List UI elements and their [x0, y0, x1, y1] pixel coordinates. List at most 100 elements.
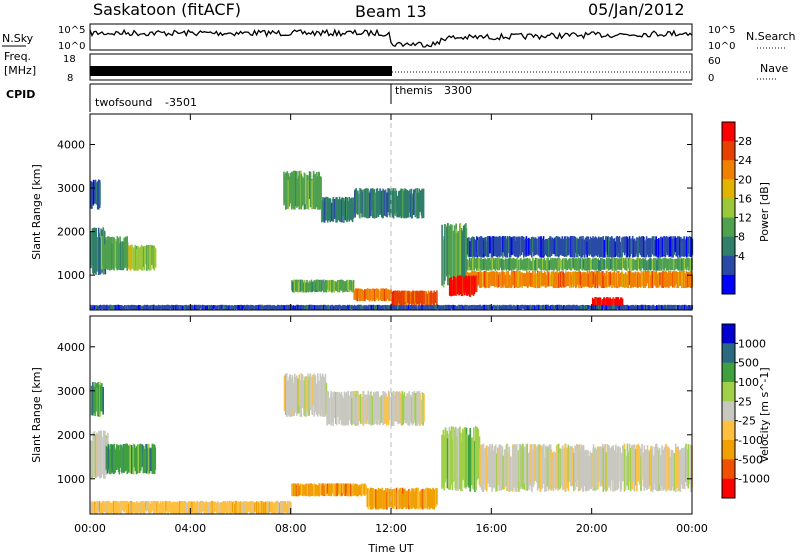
scatter-cell — [650, 445, 652, 492]
scatter-cell — [148, 448, 151, 474]
scatter-cell — [650, 275, 652, 288]
scatter-cell — [341, 279, 343, 291]
scatter-cell — [554, 257, 557, 269]
scatter-cell — [683, 236, 685, 257]
scatter-cell — [503, 272, 505, 285]
scatter-cell — [248, 305, 250, 310]
scatter-cell — [93, 305, 96, 309]
scatter-cell — [482, 271, 485, 286]
scatter-cell — [102, 500, 105, 513]
scatter-cell — [432, 292, 434, 306]
scatter-cell — [539, 445, 542, 492]
scatter-cell — [624, 272, 627, 287]
scatter-cell — [625, 236, 628, 258]
colorbar-tick-label: 20 — [738, 173, 752, 186]
scatter-cell — [468, 237, 470, 258]
scatter-cell — [408, 190, 410, 218]
scatter-cell — [449, 224, 452, 280]
scatter-cell — [468, 305, 470, 310]
scatter-cell — [131, 501, 134, 514]
scatter-cell — [450, 305, 453, 309]
scatter-cell — [235, 305, 237, 309]
scatter-cell — [636, 258, 639, 271]
scatter-cell — [491, 258, 494, 270]
scatter-cell — [317, 380, 320, 415]
scatter-cell — [554, 237, 557, 257]
scatter-cell — [532, 449, 534, 487]
scatter-cell — [522, 304, 524, 309]
scatter-cell — [582, 236, 584, 256]
scatter-cell — [391, 489, 394, 508]
scatter-cell — [546, 240, 549, 258]
scatter-cell — [405, 189, 407, 219]
scatter-cell — [658, 304, 661, 310]
scatter-cell — [679, 305, 682, 310]
scatter-cell — [687, 272, 689, 288]
scatter-cell — [505, 445, 507, 487]
scatter-cell — [264, 305, 266, 310]
y-tick-label: 2000 — [57, 226, 85, 239]
scatter-cell — [362, 189, 365, 218]
scatter-cell — [611, 273, 613, 289]
scatter-cell — [403, 304, 406, 310]
scatter-cell — [518, 259, 521, 271]
scatter-cell — [502, 455, 504, 490]
scatter-cell — [586, 450, 588, 490]
scatter-cell — [574, 259, 577, 269]
scatter-cell — [655, 271, 658, 288]
scatter-cell — [227, 502, 229, 512]
scatter-cell — [96, 500, 99, 511]
scatter-cell — [171, 304, 173, 309]
scatter-cell — [297, 304, 299, 310]
noise-left-tick-top: 10^5 — [58, 25, 85, 36]
scatter-cell — [636, 237, 638, 254]
scatter-cell — [494, 305, 497, 310]
scatter-cell — [130, 445, 133, 474]
scatter-cell — [105, 501, 107, 514]
scatter-cell — [448, 426, 451, 488]
scatter-cell — [543, 305, 546, 310]
scatter-cell — [223, 501, 226, 514]
scatter-cell — [586, 271, 589, 287]
scatter-cell — [332, 392, 334, 426]
scatter-cell — [301, 175, 303, 207]
scatter-cell — [311, 305, 313, 310]
scatter-cell — [535, 273, 538, 286]
scatter-cell — [119, 444, 122, 468]
scatter-cell — [518, 305, 520, 310]
scatter-cell — [540, 271, 543, 286]
scatter-cell — [459, 275, 462, 295]
scatter-cell — [558, 304, 561, 310]
scatter-cell — [457, 275, 459, 292]
scatter-cell — [122, 500, 124, 511]
scatter-cell — [232, 305, 235, 310]
scatter-cell — [665, 305, 667, 310]
scatter-cell — [436, 304, 439, 309]
scatter-cell — [304, 173, 307, 205]
scatter-cell — [509, 257, 512, 271]
scatter-cell — [319, 373, 322, 417]
scatter-cell — [681, 447, 683, 485]
y-tick-label: 2000 — [57, 429, 85, 442]
noise-right-label: N.Search — [746, 30, 796, 43]
scatter-cell — [503, 259, 505, 271]
scatter-cell — [676, 305, 679, 310]
scatter-cell — [164, 501, 166, 514]
scatter-cell — [606, 297, 608, 308]
scatter-cell — [492, 450, 494, 488]
scatter-cell — [213, 305, 215, 309]
scatter-cell — [676, 272, 678, 288]
scatter-cell — [383, 288, 386, 302]
scatter-cell — [480, 236, 483, 258]
scatter-cell — [322, 483, 324, 497]
scatter-cell — [97, 179, 100, 210]
scatter-cell — [614, 241, 617, 257]
scatter-cell — [661, 237, 664, 257]
scatter-cell — [485, 271, 487, 288]
scatter-cell — [608, 257, 611, 270]
scatter-cell — [675, 443, 677, 492]
scatter-cell — [462, 428, 464, 481]
scatter-cell — [372, 488, 374, 507]
scatter-cell — [669, 236, 671, 257]
x-axis-label: Time UT — [367, 542, 413, 554]
